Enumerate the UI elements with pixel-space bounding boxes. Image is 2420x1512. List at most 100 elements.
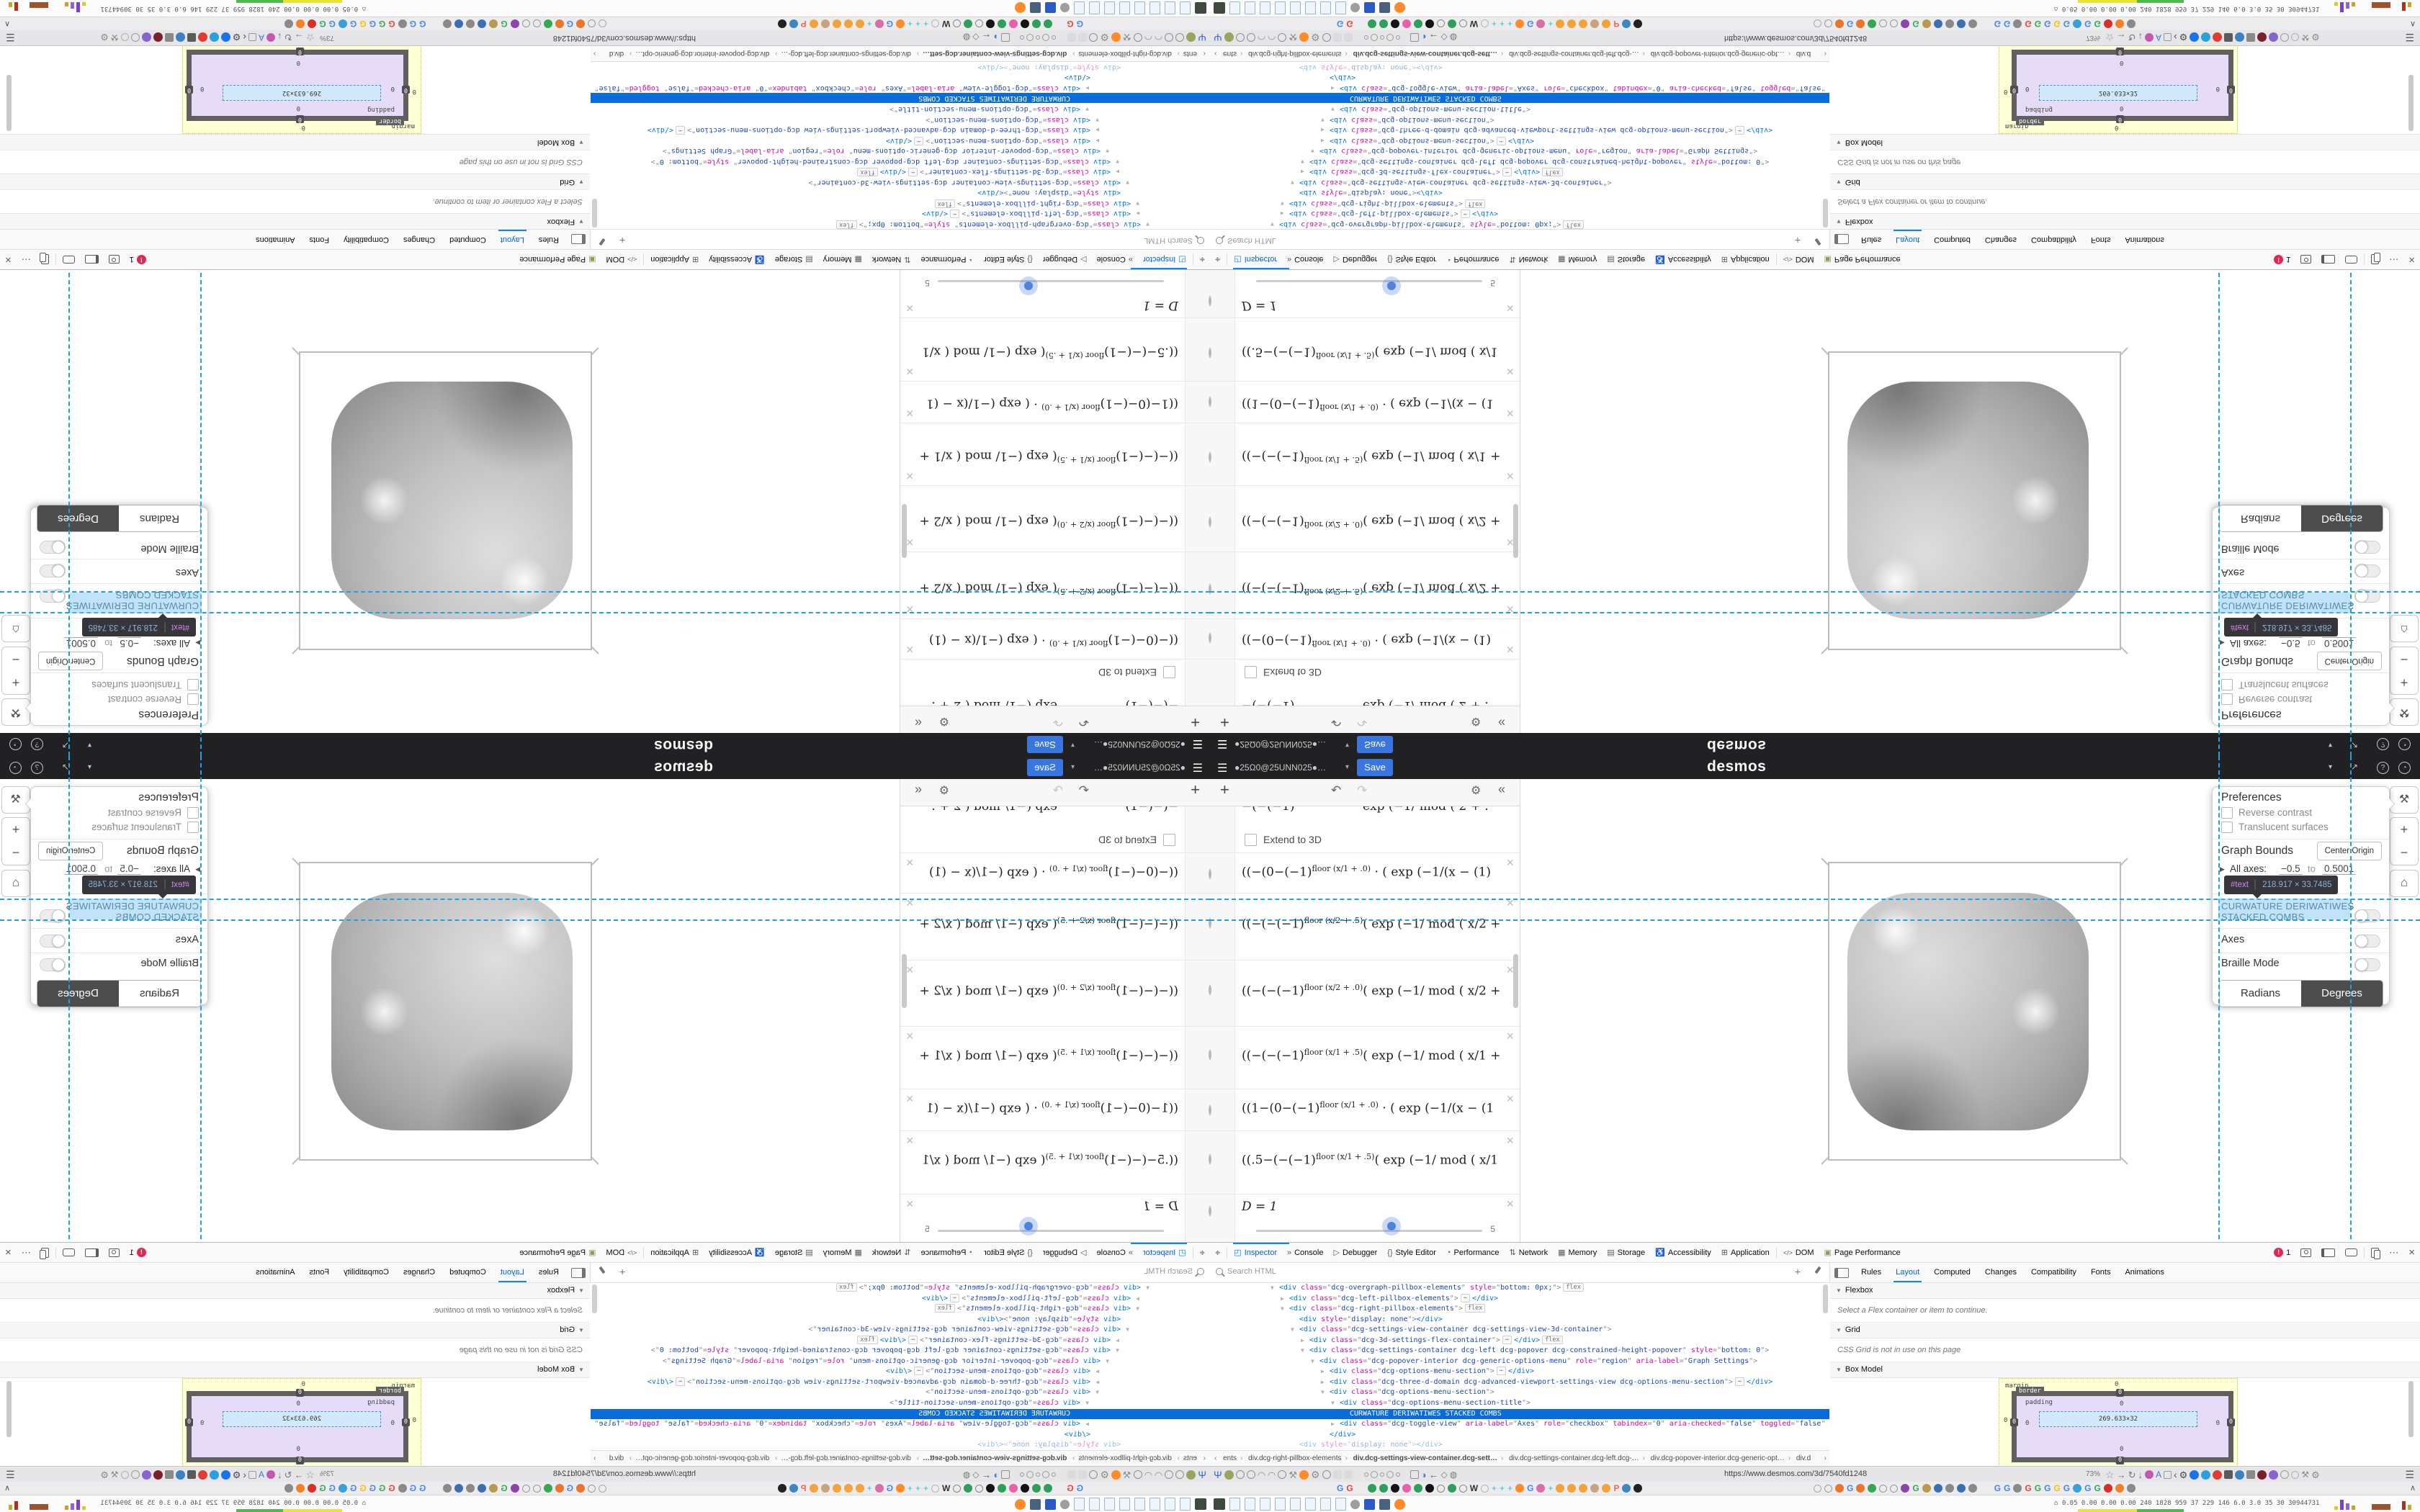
delete-expression-icon[interactable]: × (906, 642, 914, 657)
lock-icon[interactable]: ◍ (962, 1470, 971, 1480)
favicon[interactable]: G (319, 19, 326, 29)
ghost-ext-icon[interactable] (141, 1470, 151, 1480)
brush-ext-icon[interactable] (266, 33, 276, 42)
sidebar-scrollbar[interactable] (6, 75, 12, 131)
radio-icon[interactable] (1379, 35, 1384, 40)
wrench-ext-icon[interactable]: ⚒ (1289, 32, 1298, 43)
monitor-tab-icon[interactable] (1379, 1498, 1390, 1510)
sidebar-scrollbar[interactable] (2408, 1381, 2414, 1437)
favicon[interactable] (777, 19, 786, 28)
favicon[interactable]: G (2053, 1483, 2061, 1493)
favicon[interactable]: P (1613, 19, 1620, 29)
favicon[interactable] (532, 19, 541, 28)
hide-graph-circle[interactable] (1210, 446, 1211, 469)
disabled-ext-icon[interactable] (1078, 1470, 1088, 1479)
favicon[interactable] (2115, 19, 2124, 28)
expression-row[interactable]: × 7 ((−(−(−1)floor (x/2 + .0)( exp (−1/ … (1210, 960, 1520, 1027)
translucent-surfaces-checkbox[interactable] (187, 679, 199, 690)
expression-scrollbar[interactable] (1513, 504, 1518, 558)
zoom-out-button[interactable]: − (1, 647, 30, 671)
markup-line-selected[interactable]: CURWATURE DERIWATIWES STACKED COMBS (591, 92, 1210, 104)
delete-expression-icon[interactable]: × (906, 1133, 914, 1148)
favicon[interactable] (1901, 19, 1910, 28)
flexbox-section-header[interactable]: ▼Flexbox (0, 213, 590, 229)
notepad-tab-icon[interactable] (1150, 1498, 1160, 1511)
favicon[interactable] (532, 1484, 541, 1493)
expression-row[interactable]: −(−(−1) exp (−1/ mod ( 2 + . Extend to 3… (900, 806, 1210, 853)
favicon[interactable] (809, 1484, 818, 1493)
account-caret-icon[interactable]: ▾ (87, 741, 91, 749)
error-count-badge[interactable]: ! 1 (125, 250, 151, 269)
axes-min-input[interactable]: −0.5 (2279, 863, 2303, 875)
breadcrumb-item[interactable]: div.dcg-settings-view-container.dcg-sett… (1353, 50, 1497, 58)
forward-icon[interactable]: → (2116, 1469, 2126, 1480)
favicon[interactable]: G (2084, 1483, 2092, 1493)
extend-3d-checkbox[interactable] (1163, 666, 1175, 678)
favicon[interactable] (1868, 19, 1877, 28)
favicon[interactable] (1634, 1484, 1643, 1493)
notepad-tab-icon[interactable] (1180, 1, 1191, 14)
tab-storage[interactable]: ▤ Storage (1607, 255, 1646, 264)
graph-title[interactable]: ●25Ω0@25UNN025●… (1093, 762, 1186, 773)
degrees-button[interactable]: Degrees (37, 981, 119, 1007)
reload-icon[interactable]: ↻ (284, 1469, 292, 1480)
devtools-menu-icon[interactable]: ⋯ (21, 1246, 31, 1258)
firefox-favicon[interactable] (1515, 1484, 1525, 1493)
expression-scrollbar[interactable] (1513, 954, 1518, 1008)
grid-section-header[interactable]: ▼Grid (1830, 174, 2420, 189)
braille-toggle[interactable] (2354, 541, 2380, 554)
firefox-tab-icon[interactable] (1394, 1498, 1405, 1510)
slider-expression-row[interactable]: × 11 ▶ D = 1 5 (900, 270, 1210, 318)
expression-row[interactable]: × 6 ((−(−(−1)floor (x/2 + .5)( exp (−1/ … (900, 552, 1210, 619)
favicon[interactable] (789, 19, 798, 28)
boxmodel-section-header[interactable]: ▼Box Model (0, 1362, 590, 1378)
devtools-close-icon[interactable]: × (5, 253, 12, 266)
markup-line[interactable]: ▶ <div class="dcg-three-d-domain dcg-adva… (1321, 126, 1773, 135)
globe-ext-icon[interactable] (1089, 33, 1098, 42)
markup-line[interactable]: <div style="display: none"></div> (1299, 1441, 1443, 1449)
tab-network[interactable]: ⇅ Network (871, 1248, 911, 1258)
trash-ext-icon[interactable] (187, 33, 196, 42)
node-picker-button[interactable]: ⌖ (1210, 250, 1225, 269)
tab-application[interactable]: ⊞ Application (650, 1248, 699, 1258)
tab-fonts[interactable]: Fonts (309, 1268, 330, 1277)
notepad-tab-icon[interactable] (1104, 1498, 1115, 1511)
globe-ext-icon[interactable] (1133, 33, 1142, 42)
responsive-mode-icon[interactable] (2366, 250, 2384, 269)
breadcrumb-next-icon[interactable]: › (1824, 50, 1827, 58)
globe-ext-icon[interactable] (2280, 33, 2290, 42)
degrees-button[interactable]: Degrees (2301, 505, 2383, 531)
save-tab-icon[interactable] (1195, 2, 1206, 14)
tab-layout[interactable]: Layout (494, 230, 531, 249)
add-ext-icon[interactable] (220, 1470, 230, 1480)
favicon[interactable]: P (800, 19, 807, 29)
gear-ext-icon[interactable]: ⚙ (2179, 32, 2188, 43)
favicon[interactable]: G (1912, 19, 1919, 29)
tab-changes[interactable]: Changes (1984, 1268, 2017, 1277)
favicon[interactable]: G (501, 19, 508, 29)
radio-icon[interactable] (1020, 1472, 1025, 1477)
sidebar-scrollbar[interactable] (6, 1381, 12, 1437)
expression-row[interactable]: × 10 ((.5−(−(−1)floor (x/1 + .5)( exp (−… (1210, 318, 1520, 382)
tab-compatibility[interactable]: Compatibility (344, 235, 390, 244)
hide-graph-circle[interactable] (1210, 912, 1211, 935)
markup-line[interactable]: ▼ <div class="dcg-options-menu-section-ti… (889, 104, 1089, 113)
markup-line[interactable]: ▼ <div class="dcg-popover-interior dcg-ge… (1311, 147, 1758, 156)
notepad-tab-icon[interactable] (1275, 1498, 1286, 1511)
favicon[interactable] (789, 1484, 798, 1493)
breadcrumb-item[interactable]: div.d (609, 1454, 624, 1462)
undo-icon[interactable]: ↶ (1078, 783, 1089, 797)
globe-ext-icon[interactable] (1165, 33, 1174, 42)
reverse-contrast-checkbox[interactable] (187, 807, 199, 819)
favicon[interactable] (1922, 1484, 1931, 1493)
wrench-ext-icon[interactable]: ⚒ (1122, 1469, 1131, 1480)
favicon[interactable]: G (319, 1483, 326, 1493)
gauge-ext-icon[interactable]: ◠ (1268, 1469, 1276, 1480)
notepad-tab-icon[interactable] (1260, 1, 1270, 14)
collapse-ext-icon[interactable]: ‹ (2173, 32, 2177, 43)
graph-title[interactable]: ●25Ω0@25UNN025●… (1234, 739, 1327, 750)
favicon[interactable] (510, 19, 519, 28)
breadcrumb-item[interactable]: ents (1223, 1454, 1237, 1462)
pill-ext-icon[interactable] (248, 1470, 257, 1479)
favicon[interactable] (1622, 1484, 1631, 1493)
